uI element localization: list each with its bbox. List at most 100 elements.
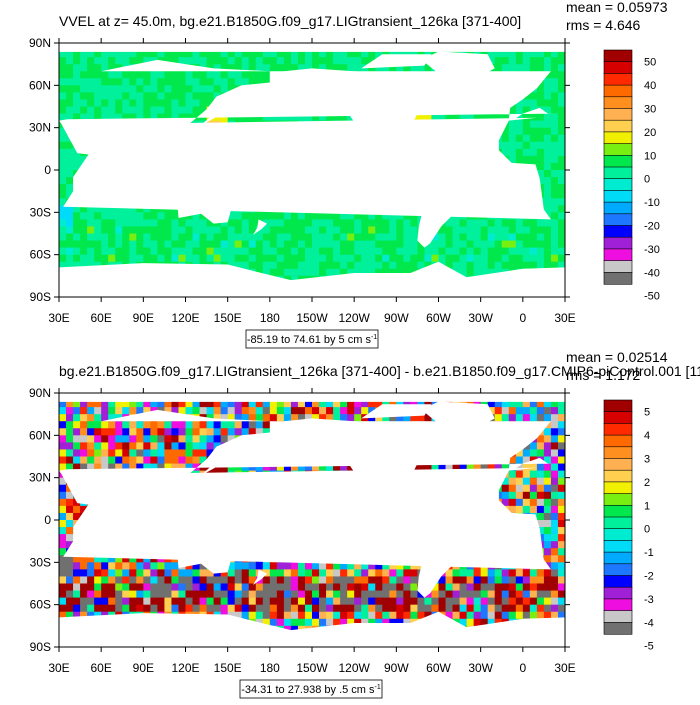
field-cell bbox=[544, 78, 552, 86]
field-cell bbox=[178, 421, 186, 429]
field-cell bbox=[474, 605, 482, 613]
field-cell bbox=[101, 212, 109, 220]
field-cell bbox=[108, 219, 116, 227]
field-cell bbox=[516, 471, 524, 479]
field-cell bbox=[59, 135, 67, 143]
field-cell bbox=[200, 255, 208, 263]
field-cell bbox=[228, 255, 236, 263]
field-cell bbox=[298, 407, 306, 415]
field-cell bbox=[66, 506, 74, 514]
field-cell bbox=[312, 248, 320, 256]
field-cell bbox=[424, 255, 432, 263]
field-cell bbox=[228, 407, 236, 415]
field-cell bbox=[193, 219, 201, 227]
field-cell bbox=[544, 255, 552, 263]
field-cell bbox=[530, 492, 538, 500]
field-cell bbox=[171, 569, 179, 577]
field-cell bbox=[178, 92, 186, 100]
field-cell bbox=[551, 71, 559, 79]
field-cell bbox=[523, 114, 531, 122]
field-cell bbox=[502, 576, 510, 584]
field-cell bbox=[108, 78, 116, 86]
field-cell bbox=[256, 71, 264, 79]
field-cell bbox=[157, 85, 165, 93]
field-cell bbox=[143, 428, 151, 436]
field-cell bbox=[59, 255, 67, 263]
field-cell bbox=[101, 78, 109, 86]
field-cell bbox=[164, 457, 172, 465]
colorbar-bin bbox=[604, 226, 632, 238]
field-cell bbox=[242, 562, 250, 570]
x-tick-label: 30E bbox=[554, 311, 575, 325]
field-cell bbox=[66, 520, 74, 528]
field-cell bbox=[544, 99, 552, 107]
field-cell bbox=[73, 234, 81, 242]
field-cell bbox=[73, 414, 81, 422]
field-cell bbox=[333, 591, 341, 599]
field-cell bbox=[186, 576, 194, 584]
field-cell bbox=[178, 435, 186, 443]
field-cell bbox=[171, 226, 179, 234]
field-cell bbox=[108, 442, 116, 450]
field-cell bbox=[235, 234, 243, 242]
field-cell bbox=[263, 255, 271, 263]
field-cell bbox=[326, 576, 334, 584]
field-cell bbox=[340, 591, 348, 599]
field-cell bbox=[495, 241, 503, 249]
field-cell bbox=[347, 407, 355, 415]
field-cell bbox=[291, 598, 299, 606]
field-cell bbox=[115, 605, 123, 613]
field-cell bbox=[193, 107, 201, 115]
field-cell bbox=[193, 449, 201, 457]
field-cell bbox=[87, 457, 95, 465]
field-cell bbox=[200, 591, 208, 599]
field-cell bbox=[73, 449, 81, 457]
field-cell bbox=[143, 219, 151, 227]
field-cell bbox=[214, 435, 222, 443]
field-cell bbox=[551, 584, 559, 592]
field-cell bbox=[221, 584, 229, 592]
field-cell bbox=[389, 262, 397, 270]
field-cell bbox=[530, 156, 538, 164]
field-cell bbox=[544, 64, 552, 72]
field-cell bbox=[502, 255, 510, 263]
field-cell bbox=[122, 407, 130, 415]
field-cell bbox=[488, 248, 496, 256]
field-cell bbox=[256, 407, 264, 415]
field-cell bbox=[368, 584, 376, 592]
field-cell bbox=[129, 591, 137, 599]
field-cell bbox=[467, 255, 475, 263]
field-cell bbox=[551, 114, 559, 122]
field-cell bbox=[157, 457, 165, 465]
field-cell bbox=[235, 591, 243, 599]
field-cell bbox=[115, 99, 123, 107]
field-cell bbox=[214, 226, 222, 234]
field-cell bbox=[193, 85, 201, 93]
field-cell bbox=[382, 605, 390, 613]
field-cell bbox=[326, 584, 334, 592]
colorbar-label: -20 bbox=[644, 221, 660, 233]
field-cell bbox=[277, 64, 285, 72]
field-cell bbox=[291, 569, 299, 577]
field-cell bbox=[453, 262, 461, 270]
field-cell bbox=[382, 241, 390, 249]
field-cell bbox=[298, 576, 306, 584]
field-cell bbox=[171, 255, 179, 263]
field-cell bbox=[312, 576, 320, 584]
colorbar-bin bbox=[604, 202, 632, 214]
field-cell bbox=[228, 569, 236, 577]
field-cell bbox=[143, 584, 151, 592]
field-cell bbox=[544, 407, 552, 415]
field-cell bbox=[502, 485, 510, 493]
field-cell bbox=[558, 471, 566, 479]
field-cell bbox=[312, 255, 320, 263]
field-cell bbox=[73, 506, 81, 514]
field-cell bbox=[347, 248, 355, 256]
field-cell bbox=[263, 612, 271, 620]
field-cell bbox=[495, 262, 503, 270]
field-cell bbox=[389, 576, 397, 584]
field-cell bbox=[298, 569, 306, 577]
field-cell bbox=[417, 255, 425, 263]
field-cell bbox=[354, 584, 362, 592]
field-cell bbox=[551, 485, 559, 493]
